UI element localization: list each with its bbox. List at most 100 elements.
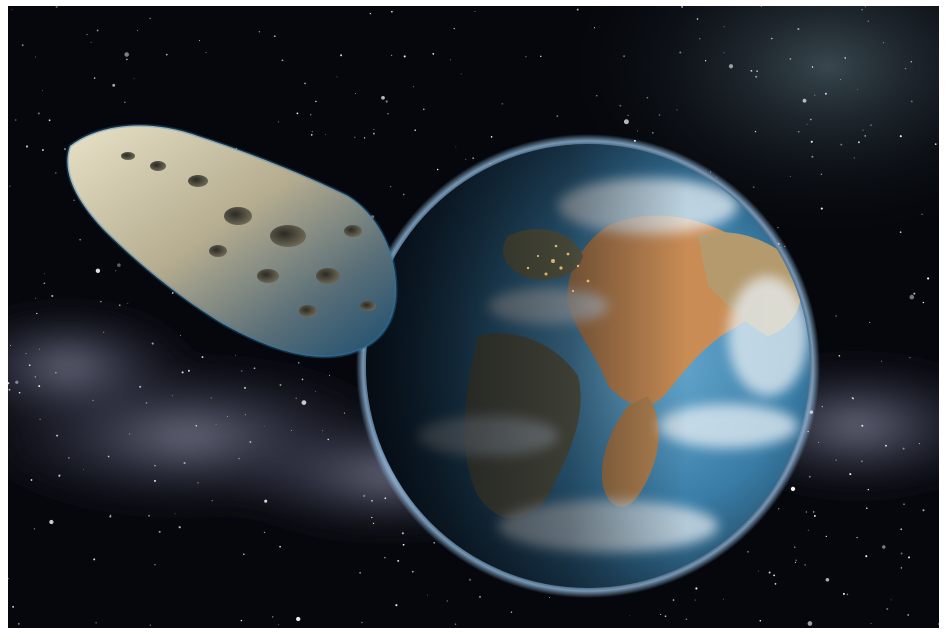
star xyxy=(21,44,24,47)
star xyxy=(279,384,282,386)
star xyxy=(472,157,475,160)
star xyxy=(866,507,868,509)
star xyxy=(813,514,816,517)
star xyxy=(899,135,902,138)
star xyxy=(109,514,112,517)
star xyxy=(281,59,284,62)
star xyxy=(918,443,920,445)
star xyxy=(679,51,682,54)
star xyxy=(811,66,814,68)
star xyxy=(48,119,51,122)
star xyxy=(825,578,830,582)
city-lights xyxy=(526,244,590,293)
star xyxy=(676,109,678,111)
star xyxy=(401,532,404,535)
star xyxy=(842,592,845,595)
star xyxy=(391,10,393,13)
star xyxy=(361,621,363,624)
star xyxy=(501,102,504,105)
star xyxy=(55,6,58,9)
star xyxy=(272,616,274,618)
star xyxy=(857,141,860,144)
star xyxy=(171,395,173,397)
star xyxy=(795,559,797,561)
star xyxy=(623,119,629,125)
star xyxy=(867,20,870,22)
star xyxy=(808,475,811,478)
star xyxy=(910,100,913,103)
star xyxy=(802,98,807,103)
star xyxy=(862,129,864,131)
star xyxy=(263,531,266,534)
star xyxy=(672,599,675,601)
star xyxy=(210,397,213,399)
star xyxy=(42,90,43,92)
star xyxy=(92,399,94,402)
star xyxy=(853,157,855,159)
star xyxy=(460,73,462,75)
star xyxy=(211,500,213,502)
star xyxy=(927,277,930,280)
star xyxy=(681,6,684,8)
star xyxy=(865,555,868,558)
star xyxy=(277,121,279,123)
star xyxy=(844,57,846,59)
star xyxy=(90,41,92,43)
star xyxy=(39,418,41,421)
star xyxy=(746,550,749,553)
star xyxy=(835,315,837,317)
star xyxy=(811,155,814,158)
star xyxy=(886,607,889,611)
star xyxy=(900,567,903,569)
star xyxy=(907,556,911,559)
star xyxy=(623,55,626,58)
star xyxy=(576,8,579,11)
star xyxy=(14,119,17,121)
asteroid-body xyxy=(65,123,398,359)
star xyxy=(469,578,471,581)
star xyxy=(820,207,823,210)
star xyxy=(372,132,375,135)
star xyxy=(403,55,406,58)
star xyxy=(835,459,837,461)
star xyxy=(154,464,156,467)
star xyxy=(840,79,841,80)
star xyxy=(810,140,813,143)
star xyxy=(30,479,33,481)
star xyxy=(922,301,925,304)
star xyxy=(359,571,362,574)
star xyxy=(249,441,252,443)
star xyxy=(51,294,54,298)
star xyxy=(549,597,550,599)
star xyxy=(789,58,792,60)
star xyxy=(694,599,696,601)
star xyxy=(773,574,775,577)
star xyxy=(340,54,343,57)
star xyxy=(264,499,268,503)
star xyxy=(387,113,389,115)
star xyxy=(178,526,181,529)
star xyxy=(369,12,372,15)
star xyxy=(263,425,265,427)
star xyxy=(183,461,186,465)
star xyxy=(870,623,872,625)
star xyxy=(411,570,414,573)
star xyxy=(35,297,37,299)
star xyxy=(278,624,279,626)
star xyxy=(824,92,827,95)
star xyxy=(371,499,373,502)
star xyxy=(129,433,131,435)
star xyxy=(343,412,345,414)
star xyxy=(165,53,168,56)
star xyxy=(436,168,439,171)
space-illustration xyxy=(8,6,939,628)
star xyxy=(180,335,181,337)
star xyxy=(525,56,527,58)
star xyxy=(921,213,923,216)
star xyxy=(11,9,13,11)
star xyxy=(310,134,313,136)
star xyxy=(28,364,31,367)
star xyxy=(18,391,21,394)
star xyxy=(695,587,698,590)
star xyxy=(685,618,688,620)
